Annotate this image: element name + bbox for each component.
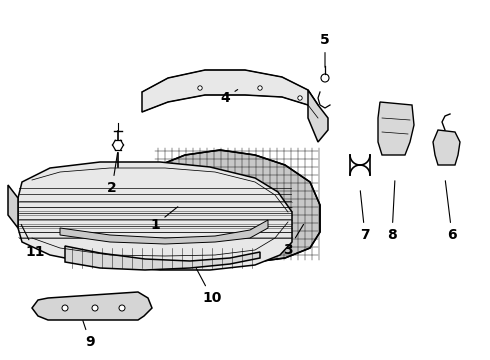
Circle shape [92,305,98,311]
Text: 8: 8 [387,181,397,242]
Text: 6: 6 [445,181,457,242]
Polygon shape [8,185,18,228]
Circle shape [298,96,302,100]
Text: 2: 2 [107,153,118,195]
Text: 4: 4 [220,90,238,105]
Text: 10: 10 [196,269,221,305]
Polygon shape [152,150,320,262]
Polygon shape [18,162,292,270]
Polygon shape [308,90,328,142]
Circle shape [62,305,68,311]
Text: 1: 1 [150,207,178,232]
Text: 11: 11 [21,225,45,259]
Text: 5: 5 [320,33,330,67]
Polygon shape [32,292,152,320]
Text: 9: 9 [83,321,95,349]
Circle shape [119,305,125,311]
Polygon shape [65,246,260,270]
Text: 3: 3 [283,224,304,257]
Circle shape [198,86,202,90]
Text: 7: 7 [360,191,370,242]
Polygon shape [142,70,318,118]
Polygon shape [433,130,460,165]
Circle shape [258,86,262,90]
Polygon shape [60,220,268,244]
Circle shape [321,74,329,82]
Polygon shape [378,102,414,155]
